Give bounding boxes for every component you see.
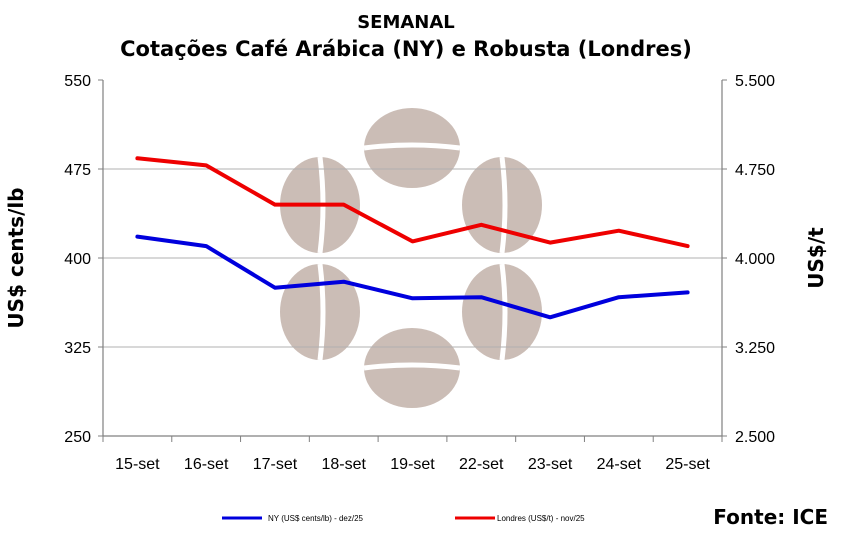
y-left-tick-label: 475 xyxy=(64,162,91,179)
y-right-tick-label: 3.250 xyxy=(735,340,775,357)
x-tick-label: 16-set xyxy=(184,456,229,473)
y-left-tick-label: 400 xyxy=(64,251,91,268)
x-tick-label: 17-set xyxy=(253,456,298,473)
y-left-tick-label: 550 xyxy=(64,73,91,90)
y-left-tick-label: 325 xyxy=(64,340,91,357)
y-right-tick-label: 5.500 xyxy=(735,73,775,90)
series-line-londres xyxy=(135,156,690,249)
x-tick-label: 19-set xyxy=(390,456,435,473)
chart-title-line1: SEMANAL xyxy=(357,12,455,33)
x-tick-label: 15-set xyxy=(115,456,160,473)
series-line-ny xyxy=(135,234,690,320)
x-tick-label: 25-set xyxy=(665,456,710,473)
y-left-tick-label: 250 xyxy=(64,429,91,446)
legend-item-londres-label: Londres (US$/t) - nov/25 xyxy=(497,514,585,523)
source-label: Fonte: ICE xyxy=(713,505,828,529)
chart-title-line2: Cotações Café Arábica (NY) e Robusta (Lo… xyxy=(120,37,692,61)
coffee-bean-watermark xyxy=(280,108,542,408)
y-right-tick-label: 4.750 xyxy=(735,162,775,179)
x-tick-label: 18-set xyxy=(321,456,366,473)
x-tick-label: 22-set xyxy=(459,456,504,473)
x-tick-label: 23-set xyxy=(528,456,573,473)
x-tick-label: 24-set xyxy=(597,456,642,473)
legend-item-ny-label: NY (US$ cents/lb) - dez/25 xyxy=(268,514,364,523)
y-right-tick-label: 4.000 xyxy=(735,251,775,268)
y-right-tick-label: 2.500 xyxy=(735,429,775,446)
